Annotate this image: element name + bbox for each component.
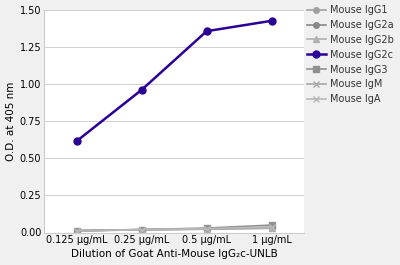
Mouse IgM	[139, 228, 144, 231]
Mouse IgG2c	[74, 140, 79, 143]
Mouse IgG2a	[269, 226, 274, 229]
Mouse IgM	[204, 227, 209, 231]
Mouse IgA	[269, 225, 274, 228]
Mouse IgG2c	[204, 30, 209, 33]
Legend: Mouse IgG1, Mouse IgG2a, Mouse IgG2b, Mouse IgG2c, Mouse IgG3, Mouse IgM, Mouse : Mouse IgG1, Mouse IgG2a, Mouse IgG2b, Mo…	[307, 5, 394, 104]
Line: Mouse IgG1: Mouse IgG1	[74, 225, 274, 233]
Line: Mouse IgG2b: Mouse IgG2b	[74, 226, 274, 234]
Mouse IgG2a	[139, 228, 144, 231]
Mouse IgG3	[74, 229, 79, 232]
Mouse IgM	[269, 226, 274, 229]
Mouse IgA	[139, 228, 144, 231]
Mouse IgG3	[139, 228, 144, 231]
Mouse IgG1	[139, 228, 144, 231]
Line: Mouse IgM: Mouse IgM	[74, 225, 274, 234]
Line: Mouse IgA: Mouse IgA	[74, 224, 274, 233]
Mouse IgG3	[269, 223, 274, 227]
Mouse IgG2c	[269, 19, 274, 22]
Mouse IgG2a	[204, 227, 209, 230]
Mouse IgG2a	[74, 229, 79, 232]
Y-axis label: O.D. at 405 nm: O.D. at 405 nm	[6, 81, 16, 161]
Mouse IgG2b	[139, 228, 144, 231]
Mouse IgA	[204, 227, 209, 230]
Mouse IgG1	[74, 229, 79, 232]
Line: Mouse IgG2c: Mouse IgG2c	[73, 17, 275, 145]
Mouse IgG1	[269, 227, 274, 230]
X-axis label: Dilution of Goat Anti-Mouse IgG₂c-UNLB: Dilution of Goat Anti-Mouse IgG₂c-UNLB	[71, 249, 278, 259]
Mouse IgA	[74, 229, 79, 232]
Mouse IgM	[74, 229, 79, 232]
Mouse IgG1	[204, 228, 209, 231]
Mouse IgG2b	[269, 227, 274, 230]
Mouse IgG2b	[74, 229, 79, 232]
Line: Mouse IgG3: Mouse IgG3	[74, 222, 274, 233]
Line: Mouse IgG2a: Mouse IgG2a	[74, 224, 274, 233]
Mouse IgG3	[204, 227, 209, 230]
Mouse IgG2b	[204, 227, 209, 231]
Mouse IgG2c	[139, 88, 144, 91]
